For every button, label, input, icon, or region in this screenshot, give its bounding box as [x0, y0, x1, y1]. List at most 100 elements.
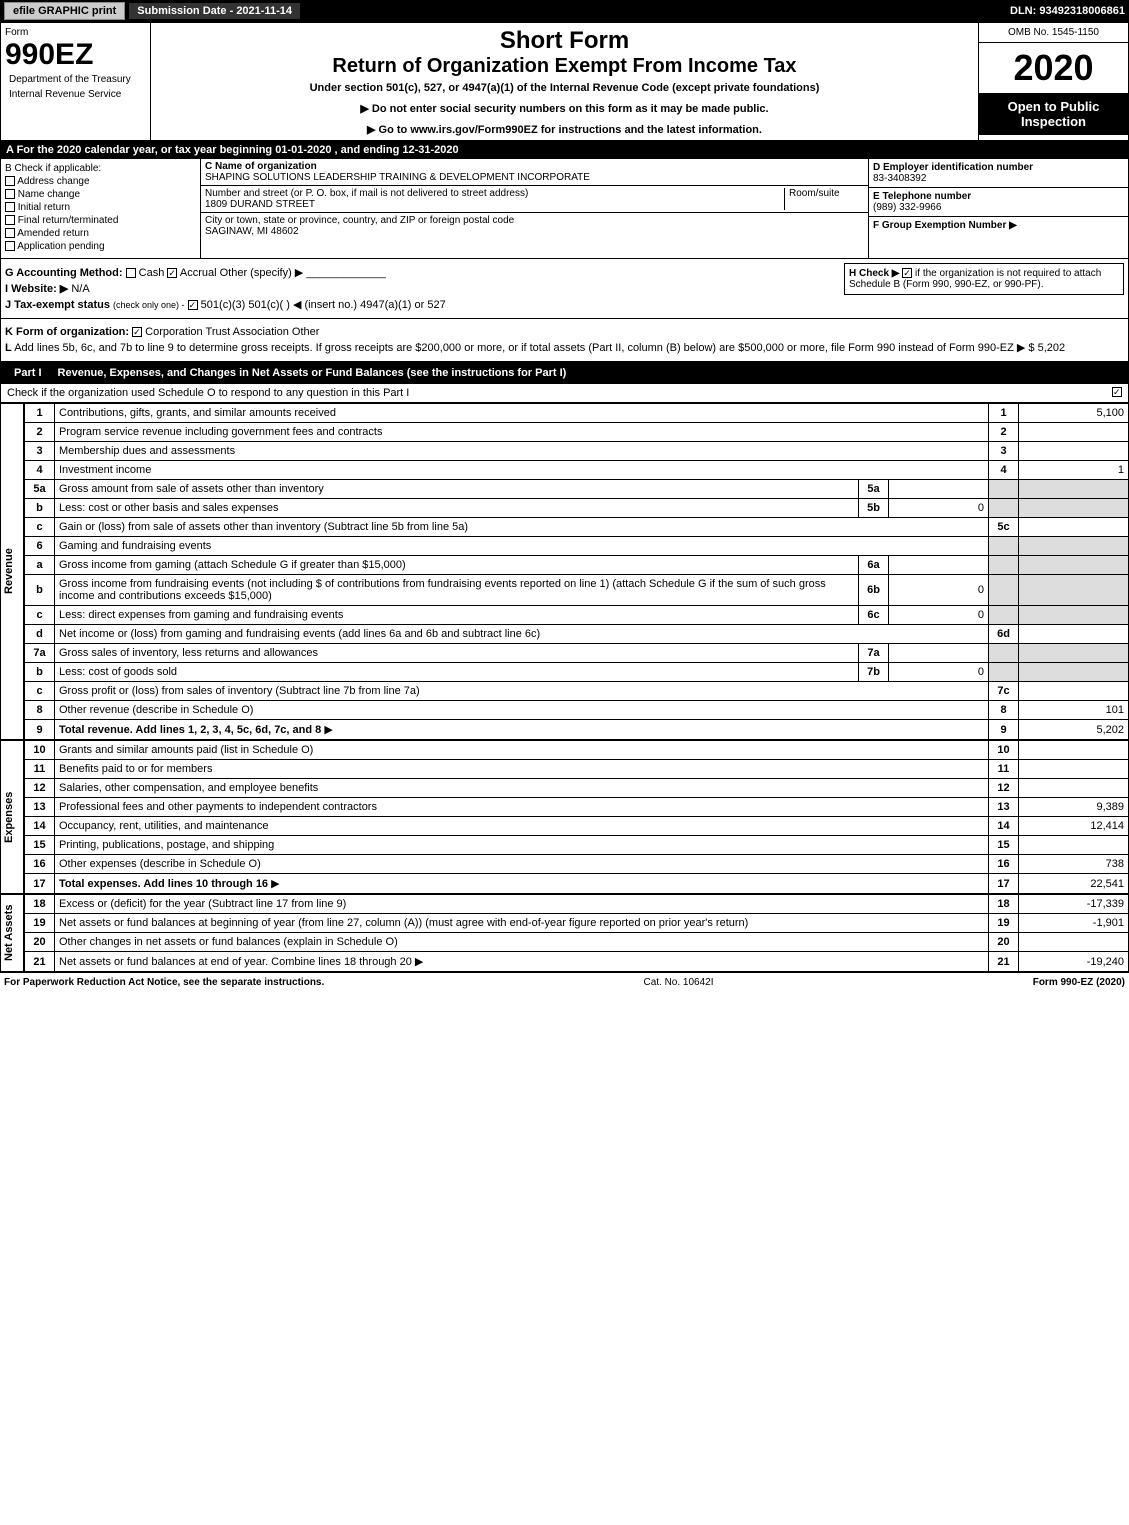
net-assets-table: 18Excess or (deficit) for the year (Subt… — [24, 894, 1129, 972]
revenue-side-label: Revenue — [0, 403, 24, 740]
expenses-side-label: Expenses — [0, 740, 24, 894]
line-6: 6Gaming and fundraising events — [25, 537, 1129, 556]
ln-7b-sub: 7b — [859, 663, 889, 682]
ln-20-num: 20 — [25, 933, 55, 952]
ln-13-num: 13 — [25, 798, 55, 817]
ln-5b-num: b — [25, 499, 55, 518]
ln-6b-shade — [989, 575, 1019, 606]
ln-8-box: 8 — [989, 701, 1019, 720]
top-bar: efile GRAPHIC print Submission Date - 20… — [0, 0, 1129, 22]
chk-amended-return[interactable] — [5, 228, 15, 238]
ln-19-num: 19 — [25, 914, 55, 933]
ln-11-num: 11 — [25, 760, 55, 779]
ln-11-box: 11 — [989, 760, 1019, 779]
ln-3-desc: Membership dues and assessments — [59, 445, 235, 457]
k-opts: Corporation Trust Association Other — [145, 326, 319, 338]
ln-5a-sv — [889, 480, 989, 499]
ln-15-desc: Printing, publications, postage, and shi… — [59, 839, 274, 851]
meta-section: H Check ▶ if the organization is not req… — [0, 259, 1129, 319]
ln-13-desc: Professional fees and other payments to … — [59, 801, 377, 813]
ln-4-box: 4 — [989, 461, 1019, 480]
form-label: Form — [5, 27, 146, 38]
ln-2-val — [1019, 423, 1129, 442]
form-number: 990EZ — [5, 38, 146, 72]
ln-20-val — [1019, 933, 1129, 952]
ln-21-desc: Net assets or fund balances at end of ye… — [59, 956, 412, 968]
chk-accrual[interactable] — [167, 268, 177, 278]
lbl-cash: Cash — [139, 267, 165, 279]
ln-3-val — [1019, 442, 1129, 461]
arrow-line-1: ▶ Do not enter social security numbers o… — [155, 102, 974, 115]
ln-18-num: 18 — [25, 895, 55, 914]
ln-9-desc: Total revenue. Add lines 1, 2, 3, 4, 5c,… — [59, 724, 321, 736]
j-label: J Tax-exempt status — [5, 299, 110, 311]
ln-6a-num: a — [25, 556, 55, 575]
ln-14-num: 14 — [25, 817, 55, 836]
d-label: D Employer identification number — [873, 162, 1033, 173]
j-sub: (check only one) - — [113, 300, 185, 310]
l-text: Add lines 5b, 6c, and 7b to line 9 to de… — [14, 342, 1014, 354]
ln-6-num: 6 — [25, 537, 55, 556]
city-state-zip: SAGINAW, MI 48602 — [205, 226, 299, 237]
chk-initial-return[interactable] — [5, 202, 15, 212]
j-opts: 501(c)(3) 501(c)( ) ◀ (insert no.) 4947(… — [201, 299, 446, 311]
line-18: 18Excess or (deficit) for the year (Subt… — [25, 895, 1129, 914]
ln-7c-num: c — [25, 682, 55, 701]
ln-17-num: 17 — [25, 874, 55, 894]
line-7b: bLess: cost of goods sold7b0 — [25, 663, 1129, 682]
ln-12-desc: Salaries, other compensation, and employ… — [59, 782, 318, 794]
ln-7b-desc: Less: cost of goods sold — [59, 666, 177, 678]
line-20: 20 Other changes in net assets or fund ba… — [25, 933, 1129, 952]
ln-6a-shade-val — [1019, 556, 1129, 575]
lbl-final-return: Final return/terminated — [18, 215, 119, 226]
part-1-title: Revenue, Expenses, and Changes in Net As… — [58, 367, 567, 379]
ln-19-desc: Net assets or fund balances at beginning… — [59, 917, 748, 929]
ln-18-box: 18 — [989, 895, 1019, 914]
chk-application-pending[interactable] — [5, 241, 15, 251]
ln-6b-sub: 6b — [859, 575, 889, 606]
ln-9-val: 5,202 — [1019, 720, 1129, 740]
ein: 83-3408392 — [873, 173, 926, 184]
g-label: G Accounting Method: — [5, 267, 123, 279]
title-short-form: Short Form — [155, 27, 974, 55]
ln-20-desc: Other changes in net assets or fund bala… — [59, 936, 398, 948]
ln-8-desc: Other revenue (describe in Schedule O) — [59, 704, 253, 716]
chk-final-return[interactable] — [5, 215, 15, 225]
ln-11-desc: Benefits paid to or for members — [59, 763, 212, 775]
chk-h[interactable] — [902, 268, 912, 278]
chk-501c3[interactable] — [188, 300, 198, 310]
ln-9-num: 9 — [25, 720, 55, 740]
ln-5c-num: c — [25, 518, 55, 537]
ln-7b-num: b — [25, 663, 55, 682]
efile-print-button[interactable]: efile GRAPHIC print — [4, 2, 125, 20]
l-label: L — [5, 342, 12, 354]
chk-cash[interactable] — [126, 268, 136, 278]
ln-13-box: 13 — [989, 798, 1019, 817]
page-footer: For Paperwork Reduction Act Notice, see … — [0, 972, 1129, 992]
lbl-application-pending: Application pending — [17, 241, 104, 252]
ln-5b-shade — [989, 499, 1019, 518]
subtitle: Under section 501(c), 527, or 4947(a)(1)… — [155, 82, 974, 94]
city-label: City or town, state or province, country… — [205, 215, 514, 226]
ln-8-val: 101 — [1019, 701, 1129, 720]
line-14: 14Occupancy, rent, utilities, and mainte… — [25, 817, 1129, 836]
chk-name-change[interactable] — [5, 189, 15, 199]
l-amount: ▶ $ 5,202 — [1017, 342, 1065, 354]
room-label: Room/suite — [789, 188, 840, 199]
line-7c: cGross profit or (loss) from sales of in… — [25, 682, 1129, 701]
line-6c: cLess: direct expenses from gaming and f… — [25, 606, 1129, 625]
chk-schedule-o[interactable] — [1112, 387, 1122, 397]
ln-4-num: 4 — [25, 461, 55, 480]
chk-address-change[interactable] — [5, 176, 15, 186]
chk-corporation[interactable] — [132, 327, 142, 337]
line-8: 8Other revenue (describe in Schedule O)8… — [25, 701, 1129, 720]
part-1-check-row: Check if the organization used Schedule … — [0, 384, 1129, 403]
ln-13-val: 9,389 — [1019, 798, 1129, 817]
ln-15-num: 15 — [25, 836, 55, 855]
omb-number: OMB No. 1545-1150 — [979, 23, 1128, 43]
line-2: 2Program service revenue including gover… — [25, 423, 1129, 442]
line-17: 17Total expenses. Add lines 10 through 1… — [25, 874, 1129, 894]
addr-label: Number and street (or P. O. box, if mail… — [205, 188, 528, 199]
ln-7a-shade — [989, 644, 1019, 663]
net-assets-section: Net Assets 18Excess or (deficit) for the… — [0, 894, 1129, 972]
